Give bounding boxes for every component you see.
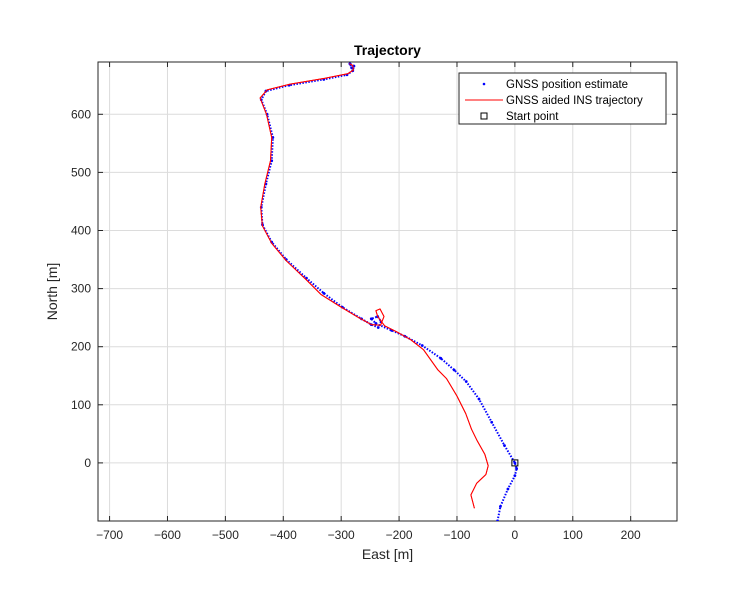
gnss-point [503,444,506,447]
gnss-point [490,420,494,424]
y-tick-label: 600 [71,107,91,121]
gnss-point [496,519,499,521]
gnss-point [452,368,456,372]
gnss-point [376,326,380,329]
x-tick-label: 0 [512,528,519,542]
y-tick-label: 100 [71,398,91,412]
gnss-point [477,397,481,401]
series-line-ins-overlay [259,63,489,509]
legend-start-marker [480,112,488,120]
gnss-point [350,66,354,70]
gnss-point [464,380,468,383]
x-tick-label: 100 [563,528,583,542]
plot-area [97,61,678,522]
y-tick-label: 0 [84,456,91,470]
legend-label: Start point [506,111,559,123]
legend-gnss-marker [482,82,486,86]
x-tick-label: −200 [386,528,413,542]
x-tick-label: −300 [328,528,355,542]
gnss-point [322,291,326,295]
x-tick-label: −600 [154,528,181,542]
gnss-point [513,461,517,465]
x-tick-label: −100 [443,528,470,542]
y-tick-label: 400 [71,223,91,237]
y-tick-label: 500 [71,165,91,179]
y-axis-label: North [m] [44,263,60,321]
gnss-point [439,356,443,360]
ticks: −700 −600 −500 −400 −300 −200 −100 0 100 200 0 100 2… [71,62,677,542]
chart-title: Trajectory [354,42,421,58]
gnss-point [506,487,510,491]
legend: GNSS position estimate GNSS aided INS tra… [458,72,667,125]
legend-label: GNSS aided INS trajectory [506,95,643,107]
gnss-point [369,317,373,321]
plot-series [259,62,519,521]
legend-label: GNSS position estimate [506,79,628,91]
gnss-point [515,467,519,471]
gnss-point [499,505,502,508]
gnss-point [374,322,378,325]
gnss-point [420,344,424,347]
legend-box [458,72,667,125]
grid [98,62,677,521]
y-tick-label: 300 [71,282,91,296]
gnss-point [513,474,517,478]
start-point-marker [511,459,519,467]
x-tick-label: 200 [621,528,641,542]
x-tick-label: −400 [270,528,297,542]
x-tick-label: −500 [212,528,239,542]
y-tick-label: 200 [71,340,91,354]
x-axis-label: East [m] [362,546,413,562]
x-tick-label: −700 [96,528,123,542]
